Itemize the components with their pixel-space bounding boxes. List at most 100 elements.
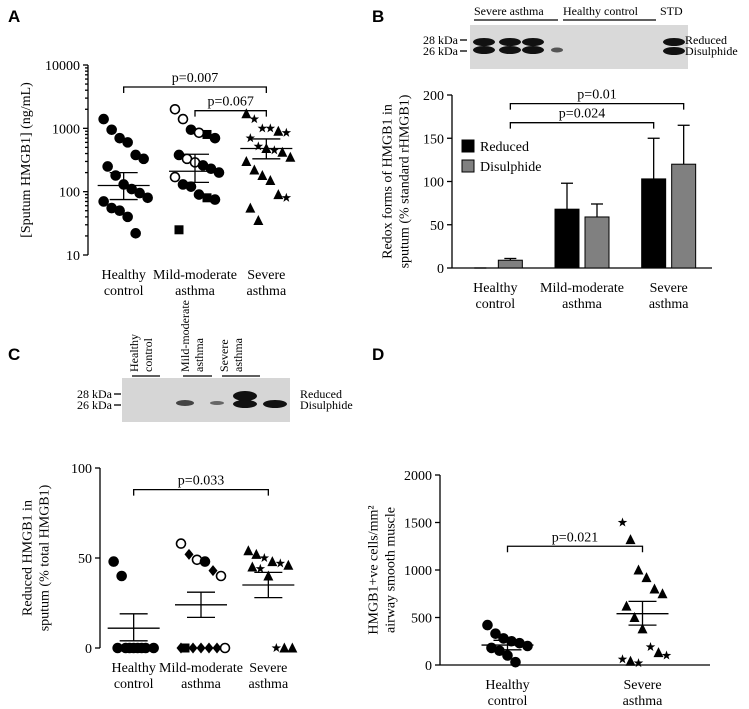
data-point <box>193 189 205 200</box>
legend-label: Reduced <box>480 140 529 155</box>
y-tick-label: 0 <box>425 659 432 674</box>
blot-marker: 26 kDa <box>77 398 113 412</box>
x-tick-label: Mild-moderate asthma <box>159 661 243 692</box>
blot-lane-label: Mild-moderateasthma <box>178 300 206 372</box>
y-tick-label: 100 <box>423 176 444 191</box>
data-point <box>241 108 252 119</box>
blot-lane-label: Healthy control <box>563 4 639 18</box>
x-tick-label: Severe asthma <box>247 268 287 299</box>
data-point <box>281 127 292 137</box>
y-tick-label: 10 <box>66 249 80 264</box>
data-point <box>661 650 672 660</box>
data-point <box>114 205 125 217</box>
blot-band-label: Disulphide <box>300 398 353 412</box>
data-point <box>287 642 298 653</box>
data-point <box>273 189 284 200</box>
blot-lane-label: Severe asthma <box>474 4 544 18</box>
y-tick-label: 0 <box>437 262 444 277</box>
data-point <box>215 570 227 582</box>
data-point <box>633 564 644 575</box>
y-tick-label: 1000 <box>404 564 432 579</box>
data-point <box>649 583 660 594</box>
y-tick-label: 50 <box>78 552 92 567</box>
y-tick-label: 1500 <box>404 517 432 532</box>
data-point <box>277 146 288 157</box>
x-tick-label: Severe asthma <box>649 281 689 312</box>
blot-image <box>122 378 290 422</box>
data-point <box>633 658 644 668</box>
x-tick-label: Mild-moderate asthma <box>153 268 237 299</box>
data-point <box>265 123 276 133</box>
x-tick-label: Mild-moderate asthma <box>540 281 624 312</box>
data-point <box>209 194 221 205</box>
data-point <box>175 538 187 549</box>
data-point <box>617 517 628 527</box>
panel-letter: B <box>372 7 384 26</box>
data-point <box>641 572 652 583</box>
blot-marker: 26 kDa <box>423 44 459 58</box>
x-tick-label: Healthy control <box>485 678 529 709</box>
panel-letter: C <box>8 345 20 364</box>
data-point <box>637 623 648 634</box>
data-point <box>116 570 127 582</box>
data-point <box>212 642 222 654</box>
blot-band <box>663 47 685 55</box>
data-point <box>98 113 109 125</box>
blot-band <box>473 46 495 54</box>
y-axis-label: HMGB1+ve cells/mm² <box>367 505 382 634</box>
y-axis-label: Redox forms of HMGB1 in <box>381 104 396 259</box>
data-point <box>249 164 260 175</box>
data-point <box>249 114 260 124</box>
blot-band <box>263 400 287 408</box>
legend-swatch <box>461 159 475 173</box>
data-point <box>259 553 270 563</box>
panel-letter: D <box>372 345 384 364</box>
blot-band <box>499 38 521 46</box>
data-point <box>617 654 628 664</box>
data-point <box>169 103 181 115</box>
y-axis-label: [Sputum HMGB1] (ng/mL) <box>19 82 34 238</box>
data-point <box>202 129 212 139</box>
data-point <box>653 647 664 658</box>
data-point <box>169 171 181 183</box>
data-point <box>510 656 521 668</box>
blot-marker: 28 kDa <box>77 387 113 401</box>
data-point <box>271 643 282 653</box>
data-point <box>281 192 292 202</box>
bar <box>497 259 523 269</box>
data-point <box>188 642 198 654</box>
p-value: p=0.01 <box>577 88 616 103</box>
data-point <box>108 556 119 567</box>
data-point <box>490 628 501 639</box>
data-point <box>114 132 125 144</box>
data-point <box>106 124 117 136</box>
data-point <box>243 545 254 556</box>
data-point <box>502 650 513 661</box>
blot-band-label: Reduced <box>300 387 342 401</box>
data-point <box>621 600 632 611</box>
blot-band <box>176 400 194 406</box>
data-point <box>657 588 668 599</box>
data-point <box>199 556 211 567</box>
data-point <box>285 151 296 162</box>
data-point <box>196 642 206 654</box>
p-value: p=0.024 <box>559 107 605 122</box>
data-point <box>142 192 153 204</box>
data-point <box>625 534 636 545</box>
data-point <box>247 561 258 572</box>
y-axis-label: sputum (% standard rHMGB1) <box>398 94 413 268</box>
blot-band <box>663 38 685 46</box>
y-tick-label: 10000 <box>45 59 80 74</box>
data-point <box>273 125 284 136</box>
p-value: p=0.067 <box>207 95 253 110</box>
data-point <box>283 559 294 570</box>
data-point <box>241 155 252 166</box>
data-point <box>209 132 221 144</box>
y-axis-label: Reduced HMGB1 in <box>21 500 36 616</box>
x-tick-label: Severe asthma <box>249 661 289 692</box>
blot-image <box>470 25 688 69</box>
data-point <box>202 193 212 203</box>
blot-lane-label: STD <box>660 4 683 18</box>
data-point <box>625 655 636 666</box>
blot-band <box>233 391 257 401</box>
